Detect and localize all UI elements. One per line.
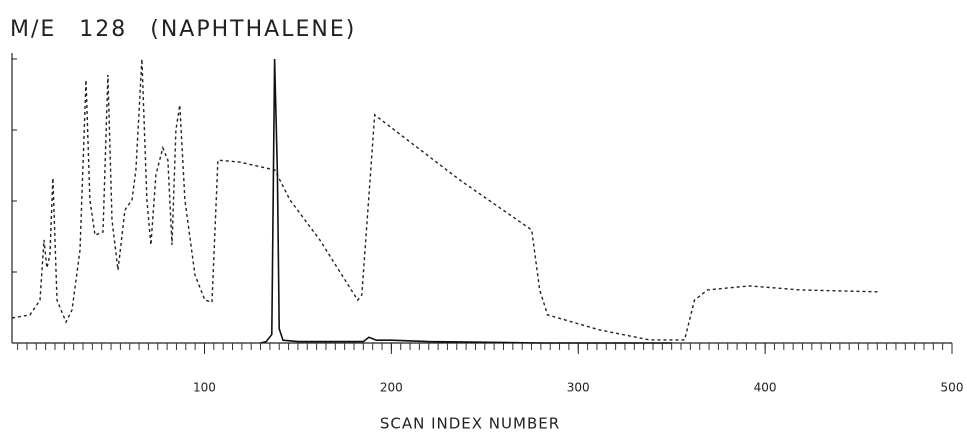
x-tick-label: 200 (380, 381, 403, 395)
chart-title: M/E 128 (NAPHTHALENE) (10, 17, 356, 42)
data-line (11, 58, 880, 341)
x-axis-label: SCAN INDEX NUMBER (380, 415, 560, 433)
x-tick-label: 400 (754, 381, 777, 395)
data-line (260, 58, 672, 344)
x-tick-label: 500 (941, 381, 964, 395)
x-tick-label: 100 (193, 381, 216, 395)
x-tick-label: 300 (567, 381, 590, 395)
